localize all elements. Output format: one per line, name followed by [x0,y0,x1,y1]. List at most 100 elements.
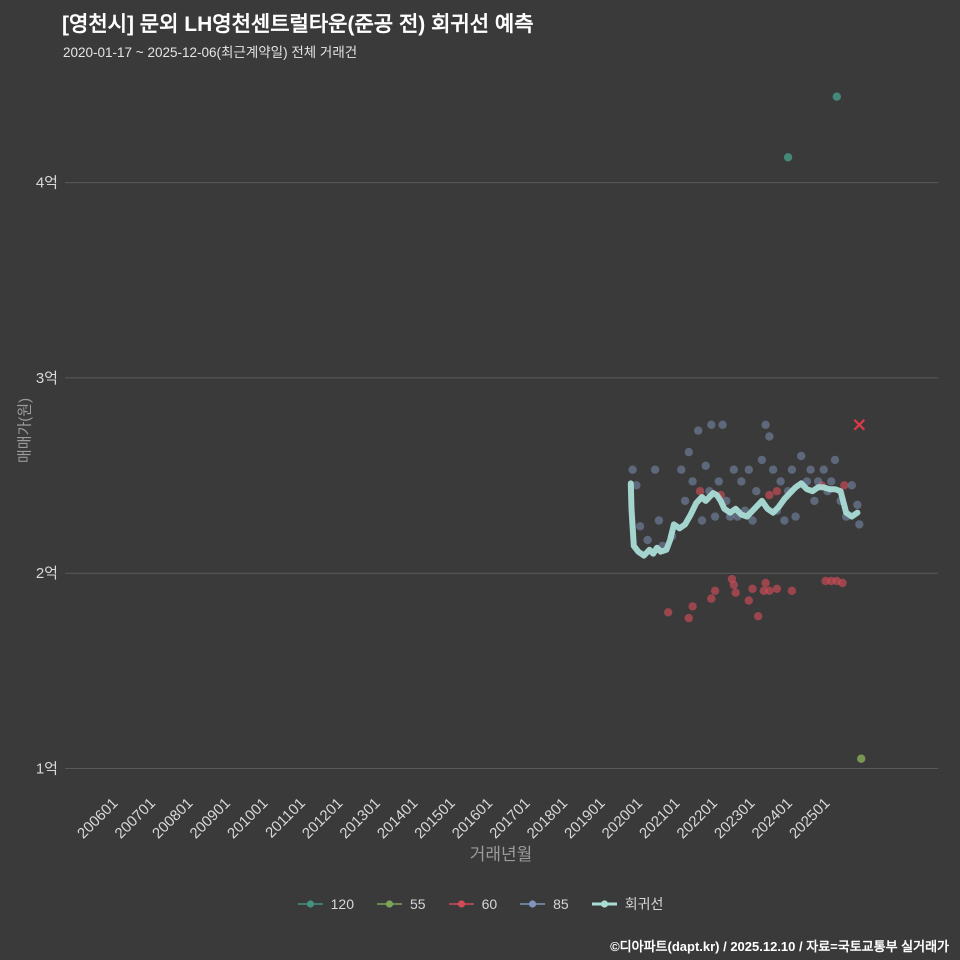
scatter-point-85 [780,516,789,525]
scatter-point-60 [688,602,697,611]
legend: 120 55 60 85 회귀선 [0,894,960,914]
scatter-point-85 [765,432,774,441]
scatter-point-85 [680,496,690,506]
scatter-point-120 [832,92,841,101]
scatter-point-85 [643,535,652,545]
scatter-point-60 [664,608,673,617]
scatter-point-60 [787,586,797,595]
scatter-point-85 [650,465,660,474]
scatter-point-85 [744,465,753,474]
scatter-point-60 [761,578,770,588]
scatter-point-85 [853,500,862,509]
scatter-point-85 [827,477,836,486]
scatter-point-60 [748,584,757,593]
scatter-point-60 [710,586,720,595]
legend-label: 회귀선 [624,896,664,912]
x-tick-label: 202201 [674,795,721,842]
scatter-point-60 [731,588,740,597]
scatter-point-85 [787,465,797,474]
legend-label: 60 [481,896,498,912]
scatter-point-60 [754,612,763,621]
scatter-point-85 [688,477,697,486]
x-tick-label: 201701 [486,795,533,842]
scatter-point-120 [783,153,793,162]
scatter-point-60 [707,594,716,603]
legend-item-회귀선: 회귀선 [591,894,664,914]
legend-item-55: 55 [376,896,426,912]
scatter-point-85 [632,481,641,490]
footer-credit: ©디아파트(dapt.kr) / 2025.12.10 / 자료=국토교통부 실… [610,939,949,954]
x-tick-label: 202501 [786,795,833,842]
x-tick-label: 201601 [449,795,496,842]
x-tick-label: 202301 [711,795,758,842]
scatter-point-85 [707,420,716,429]
x-tick-label: 200701 [112,795,159,842]
legend-item-60: 60 [448,896,498,912]
scatter-point-60 [772,584,782,593]
legend-item-85: 85 [519,896,569,912]
scatter-point-85 [710,512,720,521]
scatter-point-85 [635,522,645,531]
legend-item-120: 120 [297,896,354,912]
x-tick-label: 202401 [749,795,796,842]
scatter-point-85 [748,516,757,525]
scatter-point-85 [768,465,778,474]
legend-label: 55 [409,896,426,912]
scatter-point-85 [684,447,693,457]
scatter-point-60 [744,596,753,605]
y-tick-label: 2억 [36,565,58,582]
scatter-point-60 [840,481,849,490]
scatter-point-85 [757,455,767,465]
x-tick-label: 201401 [374,795,421,842]
scatter-point-60 [695,487,705,496]
y-tick-label: 1억 [36,761,58,778]
legend-marker-icon [376,900,402,908]
x-tick-label: 201301 [336,795,383,842]
x-tick-label: 202001 [599,795,646,842]
legend-marker-icon [520,900,546,908]
x-tick-label: 200801 [149,795,196,842]
page-title: [영천시] 문외 LH영천센트럴타운(준공 전) 회귀선 예측 [62,13,534,36]
y-axis-label: 매매가(원) [16,397,34,464]
scatter-point-85 [737,477,746,486]
scatter-point-85 [806,465,815,474]
scatter-point-85 [830,455,840,465]
scatter-point-85 [654,516,664,525]
legend-label: 120 [330,896,354,912]
scatter-point-85 [729,465,738,474]
x-tick-label: 201801 [524,795,571,842]
scatter-point-60 [838,578,847,588]
y-tick-label: 4억 [36,175,58,192]
x-tick-label: 201501 [411,795,458,842]
legend-label: 85 [553,896,569,912]
scatter-point-60 [729,580,738,590]
legend-marker-icon [448,900,474,908]
scatter-point-85 [810,496,819,506]
regression-line [627,480,861,559]
scatter-point-85 [718,420,727,429]
scatter-point-85 [701,461,710,470]
x-axis-label: 거래년월 [469,845,533,864]
scatter-point-85 [776,477,785,486]
scatter-point-85 [819,465,828,474]
scatter-point-85 [813,477,823,486]
y-tick-label: 3억 [36,370,58,387]
scatter-point-85 [694,426,703,435]
scatter-point-85 [697,516,707,525]
scatter-point-85 [855,520,864,529]
x-tick-label: 202101 [636,795,683,842]
scatter-point-85 [797,451,806,461]
scatter-point-60 [765,586,774,595]
scatter-point-60 [772,487,782,496]
legend-marker-icon [591,900,617,908]
scatter-point-60 [765,490,774,500]
scatter-point-60 [684,613,693,623]
legend-marker-icon [297,900,323,908]
x-tick-label: 200601 [74,795,121,842]
x-tick-label: 201901 [561,795,608,842]
page-subtitle: 2020-01-17 ~ 2025-12-06(최근계약일) 전체 거래건 [63,45,358,60]
scatter-point-85 [677,465,686,474]
x-tick-label: 200901 [187,795,234,842]
